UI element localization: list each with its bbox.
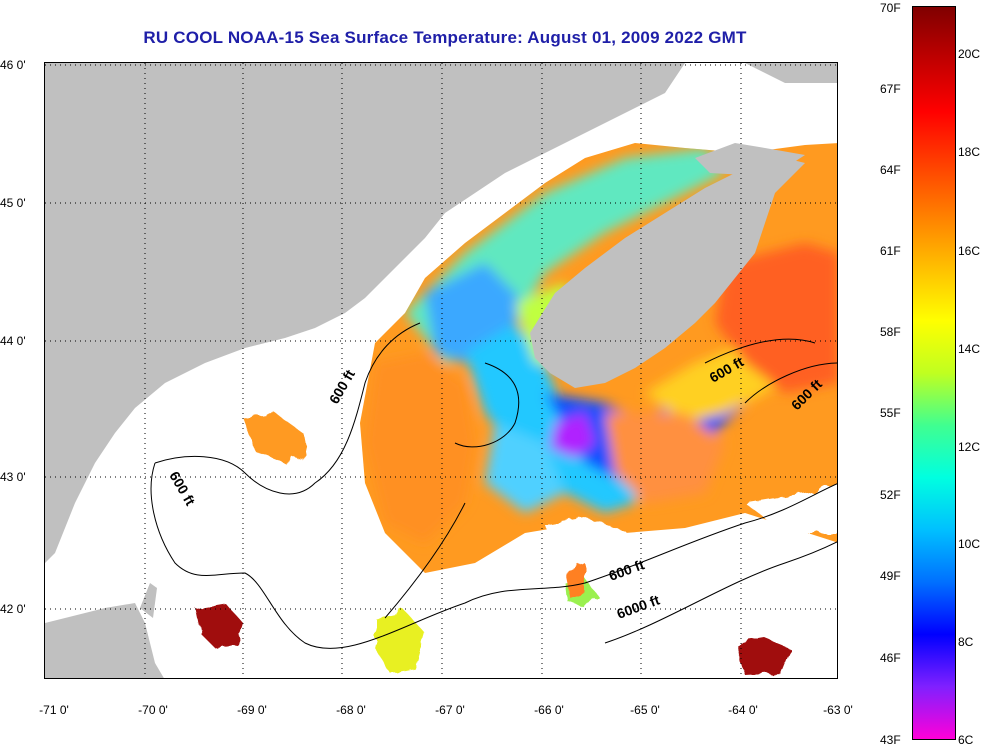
lon-tick-label: -65 0' <box>630 703 660 717</box>
colorbar-c-label: 18C <box>958 145 981 159</box>
lat-tick-label: 45 0' <box>0 196 26 210</box>
lon-tick-label: -66 0' <box>534 703 564 717</box>
colorbar-c-label: 6C <box>958 733 974 747</box>
depth-contours <box>150 322 837 649</box>
colorbar-f-label: 61F <box>880 244 901 258</box>
lon-tick-label: -68 0' <box>336 703 366 717</box>
lat-tick-label: 42 0' <box>0 602 26 616</box>
colorbar-f-label: 43F <box>880 733 901 747</box>
colorbar-c-label: 20C <box>958 47 981 61</box>
colorbar-f-label: 64F <box>880 163 901 177</box>
lon-tick-label: -69 0' <box>237 703 267 717</box>
colorbar-f-label: 55F <box>880 406 901 420</box>
colorbar-f-label: 52F <box>880 488 901 502</box>
map-title: RU COOL NOAA-15 Sea Surface Temperature:… <box>143 28 747 47</box>
sst-map-canvas: 600 ft 600 ft 600 ft 600 ft 600 ft 6000 … <box>45 63 837 678</box>
colorbar-f-label: 49F <box>880 569 901 583</box>
lon-tick-label: -70 0' <box>138 703 168 717</box>
colorbar-c-label: 12C <box>958 440 981 454</box>
colorbar-f-label: 70F <box>880 1 901 15</box>
colorbar-c-label: 10C <box>958 537 981 551</box>
colorbar-c-label: 8C <box>958 635 974 649</box>
no-data-patches <box>545 483 837 568</box>
colorbar-f-label: 67F <box>880 82 901 96</box>
colorbar-c-label: 16C <box>958 244 981 258</box>
lat-tick-label: 46 0' <box>0 58 26 72</box>
lat-tick-label: 44 0' <box>0 334 26 348</box>
lon-tick-label: -63 0' <box>823 703 853 717</box>
colorbar-c-label: 14C <box>958 342 981 356</box>
sst-map: 600 ft 600 ft 600 ft 600 ft 600 ft 6000 … <box>44 62 838 679</box>
lon-tick-label: -67 0' <box>435 703 465 717</box>
sst-patches <box>195 413 790 675</box>
colorbar-f-label: 46F <box>880 651 901 665</box>
temperature-colorbar <box>912 6 956 740</box>
lon-tick-label: -64 0' <box>728 703 758 717</box>
lon-tick-label: -71 0' <box>39 703 69 717</box>
lat-tick-label: 43 0' <box>0 470 26 484</box>
colorbar-f-label: 58F <box>880 325 901 339</box>
